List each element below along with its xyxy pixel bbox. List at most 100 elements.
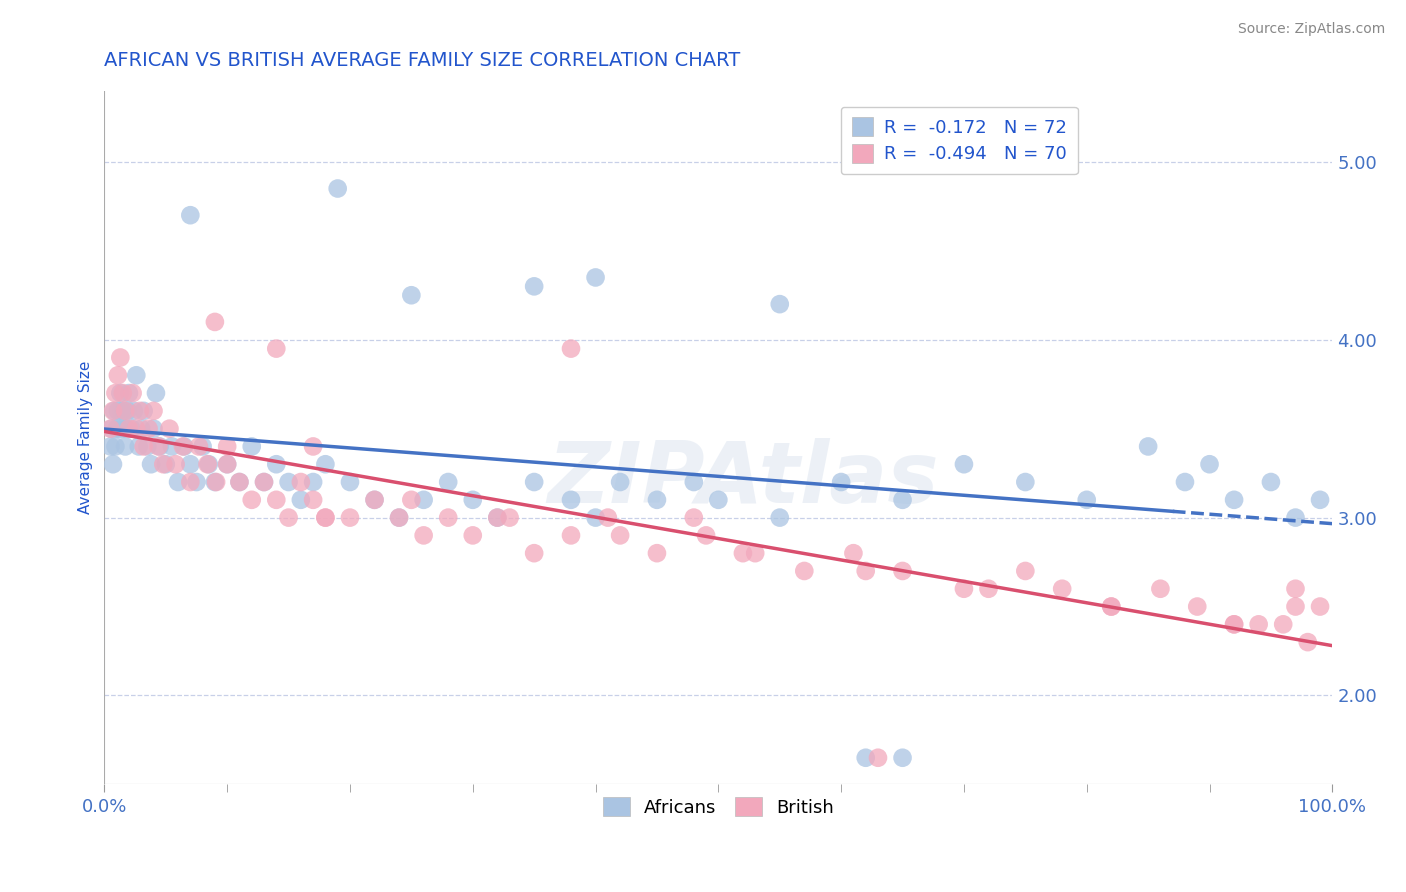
Point: [112, 404, 135, 418]
Point: [707, 492, 730, 507]
Point: [523, 475, 546, 489]
Point: [145, 386, 167, 401]
Point: [412, 492, 434, 507]
Point: [645, 492, 668, 507]
Point: [486, 510, 509, 524]
Point: [314, 457, 336, 471]
Point: [1099, 599, 1122, 614]
Text: Source: ZipAtlas.com: Source: ZipAtlas.com: [1237, 22, 1385, 37]
Point: [121, 386, 143, 401]
Point: [830, 475, 852, 489]
Point: [388, 510, 411, 524]
Point: [461, 492, 484, 507]
Point: [596, 510, 619, 524]
Point: [100, 422, 122, 436]
Point: [1198, 457, 1220, 471]
Point: [159, 422, 181, 436]
Point: [498, 510, 520, 524]
Point: [302, 440, 325, 454]
Point: [523, 279, 546, 293]
Point: [363, 492, 385, 507]
Point: [486, 510, 509, 524]
Point: [101, 457, 124, 471]
Point: [114, 440, 136, 454]
Point: [744, 546, 766, 560]
Point: [977, 582, 1000, 596]
Point: [122, 404, 145, 418]
Point: [111, 386, 134, 401]
Point: [117, 404, 139, 418]
Point: [891, 492, 914, 507]
Point: [1174, 475, 1197, 489]
Point: [266, 492, 288, 507]
Point: [228, 475, 250, 489]
Point: [363, 492, 385, 507]
Point: [191, 440, 214, 454]
Point: [187, 440, 209, 454]
Point: [769, 297, 792, 311]
Point: [108, 422, 131, 436]
Point: [138, 422, 160, 436]
Point: [104, 440, 127, 454]
Point: [290, 475, 312, 489]
Legend: Africans, British: Africans, British: [596, 790, 841, 824]
Point: [560, 342, 582, 356]
Point: [855, 564, 877, 578]
Point: [401, 288, 423, 302]
Point: [585, 270, 607, 285]
Point: [314, 510, 336, 524]
Point: [1223, 492, 1246, 507]
Point: [107, 368, 129, 383]
Point: [1260, 475, 1282, 489]
Point: [1272, 617, 1295, 632]
Point: [103, 404, 125, 418]
Point: [115, 422, 138, 436]
Point: [401, 492, 423, 507]
Point: [609, 528, 631, 542]
Point: [217, 457, 239, 471]
Point: [560, 492, 582, 507]
Point: [437, 510, 460, 524]
Point: [523, 546, 546, 560]
Point: [326, 181, 349, 195]
Point: [205, 475, 228, 489]
Point: [125, 422, 148, 436]
Point: [111, 422, 134, 436]
Point: [1014, 564, 1036, 578]
Point: [855, 750, 877, 764]
Point: [197, 457, 219, 471]
Point: [160, 440, 183, 454]
Point: [148, 440, 170, 454]
Point: [179, 475, 201, 489]
Point: [560, 528, 582, 542]
Point: [290, 492, 312, 507]
Point: [1050, 582, 1073, 596]
Point: [149, 440, 172, 454]
Point: [682, 475, 704, 489]
Point: [132, 440, 155, 454]
Point: [110, 404, 132, 418]
Point: [1284, 510, 1306, 524]
Point: [1309, 599, 1331, 614]
Text: ZIPAtlas: ZIPAtlas: [547, 438, 939, 521]
Point: [107, 404, 129, 418]
Point: [129, 404, 152, 418]
Point: [437, 475, 460, 489]
Point: [228, 475, 250, 489]
Point: [412, 528, 434, 542]
Point: [1284, 582, 1306, 596]
Point: [1099, 599, 1122, 614]
Point: [866, 750, 889, 764]
Point: [731, 546, 754, 560]
Point: [118, 422, 141, 436]
Point: [155, 457, 177, 471]
Point: [277, 475, 299, 489]
Point: [114, 404, 136, 418]
Point: [253, 475, 276, 489]
Y-axis label: Average Family Size: Average Family Size: [79, 361, 93, 515]
Point: [585, 510, 607, 524]
Point: [204, 315, 226, 329]
Point: [125, 368, 148, 383]
Point: [682, 510, 704, 524]
Point: [1223, 617, 1246, 632]
